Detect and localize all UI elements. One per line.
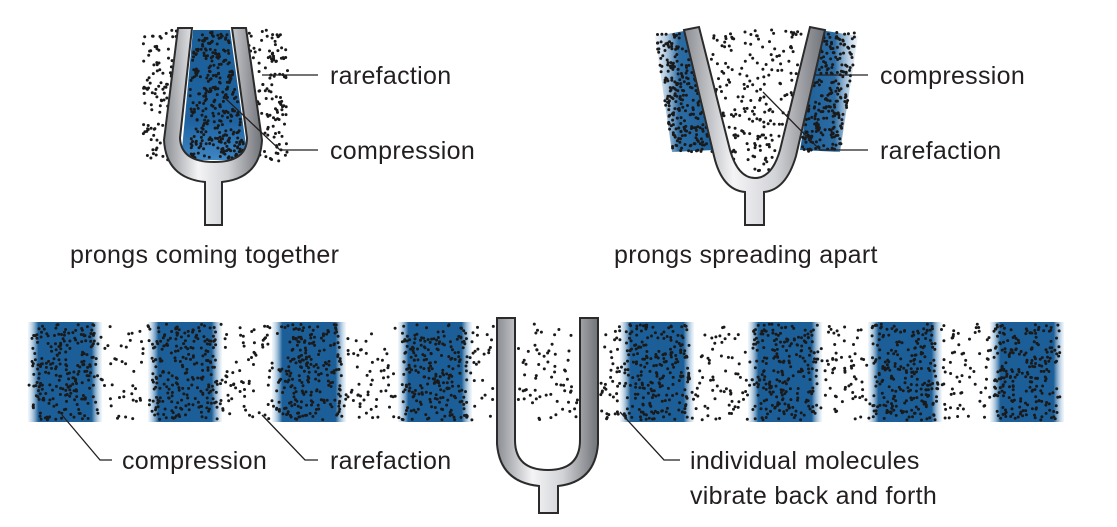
- panel-prongs-spreading-apart: compression rarefaction prongs spreading…: [614, 25, 1025, 269]
- rarefaction-leader-bottom: [261, 414, 318, 461]
- molecules-label-line1: individual molecules: [690, 447, 920, 475]
- compression-region-top-left: [181, 30, 248, 160]
- compression-region-top-right-right: [800, 30, 858, 152]
- panel-prongs-coming-together: rarefaction compression prongs coming to…: [70, 27, 475, 269]
- caption-prongs-coming-together: prongs coming together: [70, 241, 339, 269]
- compression-label-top-left: compression: [330, 137, 475, 165]
- compression-band: [748, 322, 822, 422]
- compression-label-bottom: compression: [122, 447, 267, 475]
- wave-molecules: [27, 322, 1062, 422]
- compression-label-top-right: compression: [880, 62, 1025, 90]
- rarefaction-label-bottom: rarefaction: [330, 447, 451, 475]
- rarefaction-leader-top-right: [762, 91, 868, 151]
- caption-prongs-spreading-apart: prongs spreading apart: [614, 241, 878, 269]
- compression-leader-bottom: [61, 414, 112, 461]
- compression-leader-top-left: [224, 97, 318, 151]
- compression-molecules-top-left: [188, 30, 245, 160]
- tuning-fork-bottom: [496, 317, 599, 514]
- rarefaction-label-top-right: rarefaction: [880, 137, 1001, 165]
- tuning-fork-top-left: [162, 27, 264, 226]
- molecules-leader-bottom: [619, 411, 680, 461]
- compression-bands: [28, 322, 1064, 422]
- molecules-label-line2: vibrate back and forth: [690, 482, 937, 510]
- rarefaction-label-top-left: rarefaction: [330, 62, 451, 90]
- panel-longitudinal-wave: compression rarefaction individual molec…: [27, 317, 1064, 514]
